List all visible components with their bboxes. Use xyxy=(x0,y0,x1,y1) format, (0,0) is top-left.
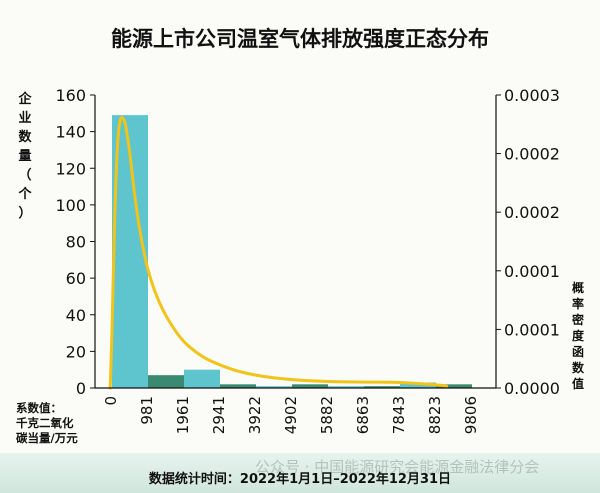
x-tick-label-6863: 6863 xyxy=(354,396,372,434)
bar-6863-7843 xyxy=(364,386,400,388)
bar-3922-4902 xyxy=(256,386,292,388)
x-tick-label-3922: 3922 xyxy=(246,396,264,434)
x-tick-label-1961: 1961 xyxy=(174,396,192,434)
left-axis-label-char-3: 量 xyxy=(18,149,31,164)
left-tick-label-160: 160 xyxy=(55,86,86,105)
right-axis-label-char-5: 数 xyxy=(572,360,585,375)
left-axis-label-char-4: （ xyxy=(18,167,31,183)
x-tick-label-981: 981 xyxy=(138,396,156,425)
right-axis-label-char-2: 密 xyxy=(572,312,584,327)
left-tick-label-60: 60 xyxy=(66,269,86,288)
right-tick-label-1: 0.0001 xyxy=(504,320,560,339)
left-tick-label-100: 100 xyxy=(55,196,86,215)
right-tick-label-0: 0.0000 xyxy=(504,379,560,398)
density-curve xyxy=(108,115,449,390)
bar-981-1961 xyxy=(148,375,184,388)
x-tick-label-4902: 4902 xyxy=(282,396,300,434)
x-tick-label-9806: 9806 xyxy=(462,396,480,434)
x-axis-unit-label-line-0: 系数值： xyxy=(16,401,62,415)
bar-5882-6863 xyxy=(328,386,364,388)
left-axis-label-char-1: 业 xyxy=(18,110,31,126)
x-tick-label-7843: 7843 xyxy=(390,396,408,434)
watermark-text: 公众号 · 中国能源研究会能源金融法律分会 xyxy=(255,458,540,476)
bar-4902-5882 xyxy=(292,384,328,388)
x-tick-label-5882: 5882 xyxy=(318,396,336,434)
x-tick-label-8823: 8823 xyxy=(426,396,444,434)
bar-7843-8823 xyxy=(400,382,436,388)
bar-1961-2941 xyxy=(184,369,220,388)
left-axis-label-char-0: 企 xyxy=(17,91,32,107)
right-tick-label-4: 0.0002 xyxy=(504,145,560,164)
left-tick-label-0: 0 xyxy=(76,379,86,398)
right-tick-label-2: 0.0001 xyxy=(504,262,560,281)
x-axis-unit-label-line-2: 碳当量/万元 xyxy=(16,431,78,445)
left-tick-label-20: 20 xyxy=(66,342,86,361)
left-tick-label-140: 140 xyxy=(55,123,86,142)
bar-8823-9806 xyxy=(436,384,472,388)
x-tick-label-2941: 2941 xyxy=(210,396,228,434)
left-axis-label-char-6: ） xyxy=(18,205,31,221)
stats-time-label: 数据统计时间：2022年1月1日–2022年12月31日 xyxy=(148,472,452,487)
left-axis-label-char-2: 数 xyxy=(18,129,32,145)
right-axis-label-char-1: 率 xyxy=(572,296,584,311)
right-tick-label-3: 0.0002 xyxy=(504,203,560,222)
right-axis-label-char-3: 度 xyxy=(572,328,585,343)
left-tick-label-120: 120 xyxy=(55,159,86,178)
right-axis-label-char-4: 函 xyxy=(572,345,584,359)
bar-2941-3922 xyxy=(220,384,256,388)
footer-band xyxy=(0,453,600,493)
x-axis-unit-label-line-1: 千克二氧化 xyxy=(16,416,74,430)
right-axis-label-char-0: 概 xyxy=(572,280,584,295)
left-axis-label-char-5: 个 xyxy=(17,186,32,202)
left-tick-label-40: 40 xyxy=(66,306,86,325)
right-tick-label-5: 0.0003 xyxy=(504,86,560,105)
left-tick-label-80: 80 xyxy=(66,233,86,252)
x-tick-label-0: 0 xyxy=(102,396,120,406)
right-axis-label-char-6: 值 xyxy=(572,376,584,391)
chart-title: 能源上市公司温室气体排放强度正态分布 xyxy=(111,26,489,51)
